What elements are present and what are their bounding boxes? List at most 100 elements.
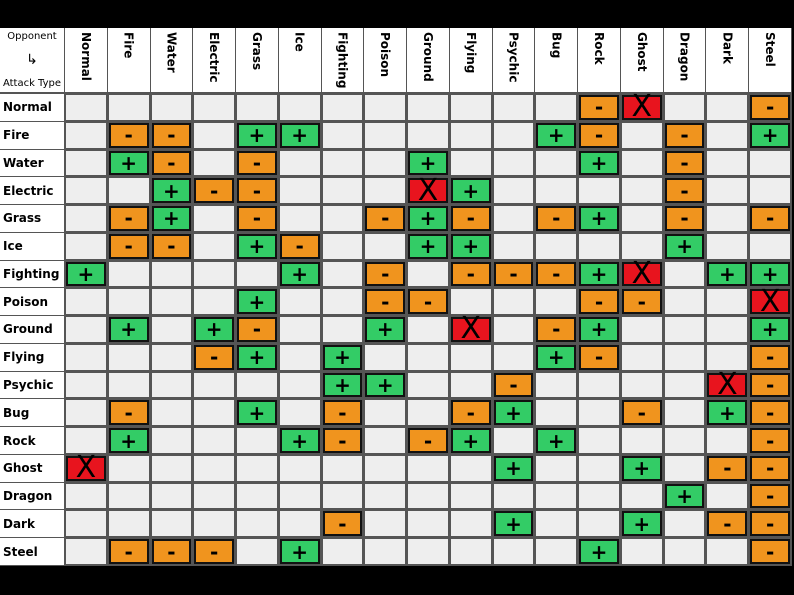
row-label: Fighting (0, 260, 64, 288)
cell: - (664, 122, 705, 148)
column-label: Grass (249, 32, 264, 71)
column-label: Dragon (677, 32, 692, 82)
effect-symbol: + (547, 345, 565, 370)
cell (237, 372, 277, 398)
cell: + (108, 317, 149, 342)
effect-symbol: - (765, 428, 775, 453)
effect-symbol: X (460, 311, 482, 347)
cell: - (536, 206, 577, 231)
effect-symbol: - (167, 539, 176, 564)
column-label: Dark (720, 32, 735, 64)
effect-symbol: + (676, 484, 693, 509)
cell: + (408, 150, 448, 176)
cell: + (279, 428, 320, 453)
cell (279, 372, 320, 398)
cell: - (365, 289, 406, 315)
cell (108, 344, 149, 370)
cell (579, 483, 619, 509)
cell (108, 372, 149, 398)
type-chart: Opponent ↳ Attack Type Normal Fire Water El… (0, 28, 792, 566)
effect-symbol: - (423, 428, 433, 453)
cell (151, 400, 192, 426)
effect-symbol: - (552, 317, 561, 342)
cell (365, 539, 406, 564)
cell (66, 317, 106, 342)
row-label: Dark (0, 510, 64, 538)
cell (66, 539, 106, 564)
cell (322, 289, 363, 315)
cell: - (621, 289, 662, 315)
cell: + (664, 483, 705, 509)
cell: + (621, 511, 662, 537)
corner: Opponent ↳ Attack Type (0, 28, 64, 92)
cell: - (450, 206, 491, 231)
cell (536, 455, 577, 481)
row-label: Ghost (0, 454, 64, 482)
row-label: Steel (0, 538, 64, 565)
cell: - (707, 455, 748, 481)
cell (66, 400, 106, 426)
cell (621, 122, 662, 148)
cell (621, 233, 662, 259)
effect-symbol: - (680, 206, 689, 231)
cell (194, 233, 235, 259)
cell (536, 95, 577, 120)
cell: - (194, 539, 235, 564)
cell (450, 372, 491, 398)
effect-symbol: - (594, 289, 604, 314)
effect-symbol: - (594, 95, 604, 120)
cell: - (279, 233, 320, 259)
cell (365, 95, 406, 120)
cell (707, 122, 748, 148)
cell: - (750, 455, 790, 481)
effect-symbol: + (376, 317, 394, 342)
cell (493, 233, 534, 259)
cell (450, 511, 491, 537)
effect-symbol: + (291, 539, 309, 564)
cell (707, 317, 748, 342)
cell: X (450, 311, 491, 347)
cell (365, 511, 406, 537)
cell (536, 372, 577, 398)
cell (750, 233, 790, 259)
cell (493, 122, 534, 148)
cell: - (108, 539, 149, 564)
effect-symbol: - (210, 345, 219, 370)
cell: + (237, 400, 277, 426)
column-header: Ghost (620, 28, 663, 92)
cell: - (194, 344, 235, 370)
effect-symbol: + (291, 123, 309, 148)
effect-symbol: - (765, 373, 775, 398)
cell: - (237, 206, 277, 231)
cell (194, 122, 235, 148)
effect-symbol: + (291, 428, 309, 453)
column-label: Flying (463, 32, 478, 74)
effect-symbol: - (252, 178, 262, 203)
cell: + (750, 317, 790, 342)
cell (322, 178, 363, 204)
cell: - (322, 511, 363, 537)
effect-symbol: - (765, 95, 775, 120)
effect-symbol: + (718, 400, 736, 425)
cell: - (664, 206, 705, 231)
effect-symbol: - (338, 428, 347, 453)
cell (536, 289, 577, 315)
cell: - (750, 344, 790, 370)
effect-symbol: + (248, 345, 266, 370)
effect-symbol: + (419, 234, 437, 259)
cell (194, 483, 235, 509)
effect-symbol: + (248, 123, 266, 148)
cell (66, 233, 106, 259)
cell: - (194, 178, 235, 204)
cell (365, 122, 406, 148)
cell (579, 372, 619, 398)
cell (664, 511, 705, 537)
effect-symbol: - (423, 289, 433, 314)
cell (493, 483, 534, 509)
effect-symbol: - (252, 317, 262, 342)
cell: - (108, 206, 149, 231)
column-header: Flying (449, 28, 492, 92)
column-label: Ice (292, 32, 307, 52)
row-label: Grass (0, 205, 64, 232)
cell (279, 400, 320, 426)
